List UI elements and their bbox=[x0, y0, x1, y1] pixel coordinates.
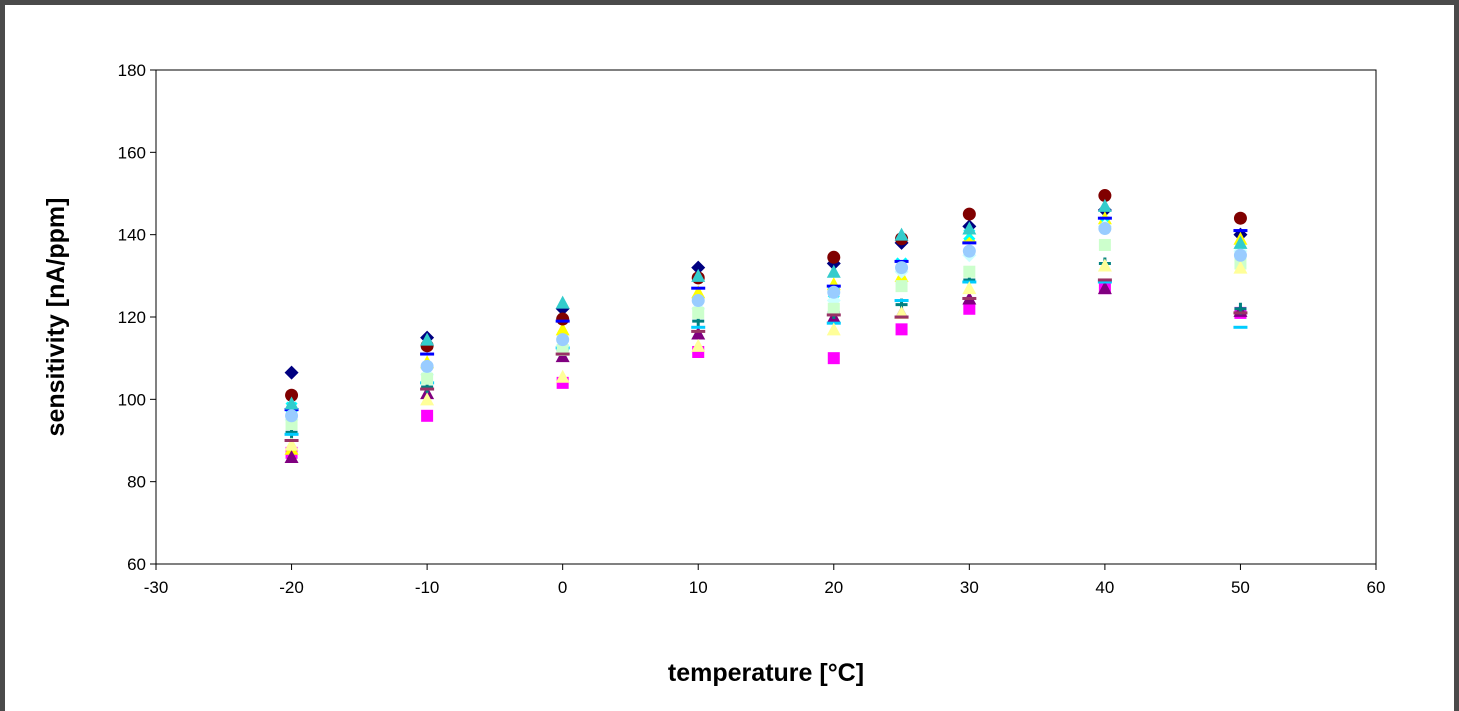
data-point bbox=[1233, 211, 1247, 225]
y-tick-label: 140 bbox=[118, 226, 146, 245]
x-tick-label: -20 bbox=[279, 578, 304, 597]
data-point bbox=[285, 388, 299, 402]
series-11 bbox=[285, 238, 1247, 431]
x-tick-label: 30 bbox=[960, 578, 979, 597]
data-point bbox=[962, 221, 977, 235]
data-point bbox=[827, 352, 840, 365]
y-tick-label: 100 bbox=[118, 390, 146, 409]
x-axis-title: temperature [°C] bbox=[668, 659, 864, 687]
y-tick-label: 120 bbox=[118, 308, 146, 327]
data-point bbox=[826, 322, 841, 336]
series-8 bbox=[284, 216, 1248, 412]
data-point bbox=[1097, 258, 1112, 272]
data-point bbox=[963, 265, 976, 278]
data-point bbox=[826, 264, 841, 278]
data-point bbox=[827, 302, 840, 315]
data-point bbox=[894, 227, 909, 241]
data-point bbox=[1097, 281, 1112, 295]
data-point bbox=[962, 244, 976, 258]
data-point bbox=[1097, 198, 1112, 212]
data-point bbox=[691, 326, 706, 340]
data-point bbox=[692, 306, 705, 319]
data-point bbox=[691, 268, 706, 282]
data-point bbox=[895, 280, 908, 293]
data-point bbox=[1098, 189, 1112, 203]
data-point bbox=[1233, 248, 1247, 262]
series-13 bbox=[284, 198, 1248, 410]
data-point bbox=[555, 295, 570, 309]
data-point bbox=[962, 207, 976, 221]
series-15 bbox=[285, 221, 1247, 423]
series-12 bbox=[284, 258, 1248, 451]
x-axis-ticks: -30 -20 -10 0 10 20 30 40 50 60 bbox=[144, 564, 1386, 597]
series-14 bbox=[284, 278, 1248, 442]
data-point bbox=[555, 322, 570, 336]
y-tick-label: 80 bbox=[127, 473, 146, 492]
data-point bbox=[691, 285, 706, 299]
data-point bbox=[284, 365, 299, 380]
y-axis-ticks: 60 80 100 120 140 160 180 bbox=[118, 61, 156, 574]
data-point bbox=[284, 449, 299, 463]
x-tick-label: 20 bbox=[824, 578, 843, 597]
data-point bbox=[691, 260, 706, 275]
x-tick-label: -10 bbox=[415, 578, 440, 597]
data-point bbox=[827, 285, 841, 299]
data-point bbox=[420, 359, 434, 373]
data-point bbox=[420, 332, 435, 346]
y-tick-label: 180 bbox=[118, 61, 146, 80]
y-tick-label: 160 bbox=[118, 143, 146, 162]
data-point bbox=[1098, 221, 1112, 235]
x-tick-label: -30 bbox=[144, 578, 169, 597]
x-tick-label: 60 bbox=[1367, 578, 1386, 597]
data-point bbox=[895, 261, 909, 275]
data-point bbox=[421, 409, 434, 422]
data-point bbox=[556, 333, 570, 347]
data-point bbox=[284, 437, 299, 451]
data-point bbox=[691, 338, 706, 352]
x-tick-label: 40 bbox=[1095, 578, 1114, 597]
x-tick-label: 50 bbox=[1231, 578, 1250, 597]
data-point bbox=[555, 369, 570, 383]
data-point bbox=[895, 323, 908, 336]
y-axis-title: sensitivity [nA/ppm] bbox=[42, 198, 70, 437]
x-tick-label: 0 bbox=[558, 578, 567, 597]
data-point bbox=[827, 250, 841, 264]
x-tick-label: 10 bbox=[689, 578, 708, 597]
data-point bbox=[1233, 260, 1248, 274]
data-point bbox=[285, 409, 299, 423]
data-point bbox=[691, 294, 705, 308]
data-point bbox=[962, 281, 977, 295]
data-points bbox=[284, 189, 1248, 463]
data-point bbox=[284, 396, 299, 410]
data-point bbox=[420, 392, 435, 406]
y-tick-label: 60 bbox=[127, 555, 146, 574]
data-point bbox=[421, 372, 434, 385]
data-point bbox=[556, 312, 570, 326]
data-point bbox=[1098, 238, 1111, 251]
data-point bbox=[1233, 235, 1248, 249]
plot-area bbox=[155, 69, 1377, 565]
data-point bbox=[963, 302, 976, 315]
